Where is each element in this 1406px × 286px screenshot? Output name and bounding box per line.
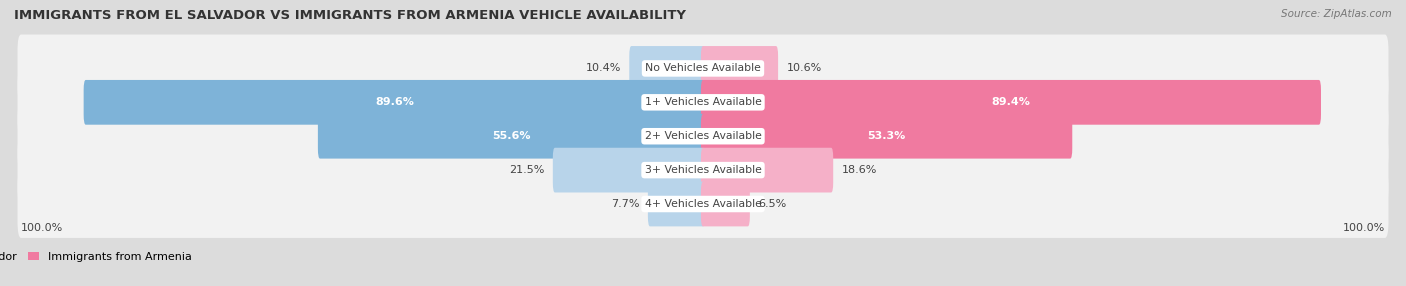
FancyBboxPatch shape (648, 182, 704, 227)
FancyBboxPatch shape (17, 102, 1389, 170)
FancyBboxPatch shape (17, 68, 1389, 136)
Text: 10.4%: 10.4% (586, 63, 621, 74)
FancyBboxPatch shape (553, 148, 704, 192)
FancyBboxPatch shape (318, 114, 704, 159)
Text: 10.6%: 10.6% (786, 63, 821, 74)
FancyBboxPatch shape (702, 46, 778, 91)
FancyBboxPatch shape (630, 46, 704, 91)
Text: 89.6%: 89.6% (375, 97, 413, 107)
FancyBboxPatch shape (702, 182, 749, 227)
Text: 1+ Vehicles Available: 1+ Vehicles Available (644, 97, 762, 107)
Text: No Vehicles Available: No Vehicles Available (645, 63, 761, 74)
FancyBboxPatch shape (83, 80, 704, 125)
FancyBboxPatch shape (17, 136, 1389, 204)
Text: 21.5%: 21.5% (509, 165, 544, 175)
FancyBboxPatch shape (17, 170, 1389, 238)
Text: 3+ Vehicles Available: 3+ Vehicles Available (644, 165, 762, 175)
Text: 6.5%: 6.5% (758, 199, 786, 209)
Text: 55.6%: 55.6% (492, 131, 530, 141)
Text: 53.3%: 53.3% (868, 131, 905, 141)
Text: IMMIGRANTS FROM EL SALVADOR VS IMMIGRANTS FROM ARMENIA VEHICLE AVAILABILITY: IMMIGRANTS FROM EL SALVADOR VS IMMIGRANT… (14, 9, 686, 21)
Text: 100.0%: 100.0% (1343, 223, 1385, 233)
FancyBboxPatch shape (17, 35, 1389, 102)
Text: 100.0%: 100.0% (21, 223, 63, 233)
Text: 2+ Vehicles Available: 2+ Vehicles Available (644, 131, 762, 141)
Text: 7.7%: 7.7% (612, 199, 640, 209)
Text: 18.6%: 18.6% (841, 165, 877, 175)
FancyBboxPatch shape (702, 114, 1073, 159)
Text: 89.4%: 89.4% (991, 97, 1031, 107)
FancyBboxPatch shape (702, 80, 1322, 125)
Text: 4+ Vehicles Available: 4+ Vehicles Available (644, 199, 762, 209)
Text: Source: ZipAtlas.com: Source: ZipAtlas.com (1281, 9, 1392, 19)
Legend: Immigrants from El Salvador, Immigrants from Armenia: Immigrants from El Salvador, Immigrants … (0, 252, 191, 262)
FancyBboxPatch shape (702, 148, 834, 192)
